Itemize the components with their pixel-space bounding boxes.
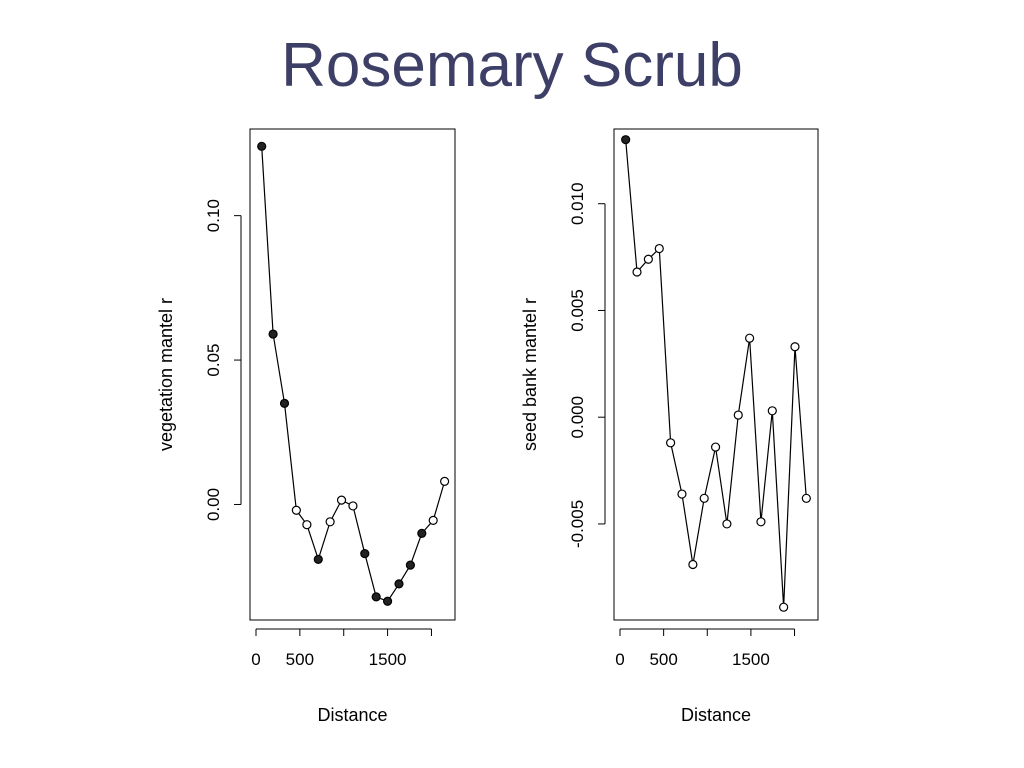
- y-tick-label: 0.10: [204, 199, 223, 232]
- plot-frame: [613, 128, 819, 621]
- data-point: [722, 519, 732, 529]
- data-point: [336, 495, 347, 505]
- data-point: [257, 141, 267, 151]
- data-point: [394, 579, 404, 589]
- data-point: [371, 592, 381, 602]
- data-point: [268, 329, 278, 339]
- data-point: [666, 438, 676, 448]
- y-tick-label: 0.005: [568, 289, 587, 332]
- data-point: [632, 267, 642, 277]
- data-point: [302, 520, 312, 530]
- data-point: [643, 254, 653, 264]
- y-tick-label: 0.010: [568, 182, 587, 225]
- data-point: [744, 333, 755, 343]
- data-point: [767, 406, 777, 416]
- data-point: [621, 135, 631, 145]
- data-point: [313, 554, 323, 564]
- data-point: [279, 398, 290, 408]
- x-tick-label: 500: [649, 650, 677, 669]
- x-axis-label: Distance: [317, 705, 387, 725]
- slide-title: Rosemary Scrub: [281, 31, 743, 100]
- data-point: [325, 517, 335, 527]
- seed-bank-chart-panel: Distance seed bank mantel r 0 500 1500 -0.0…: [520, 128, 819, 725]
- series-line: [625, 139, 807, 608]
- data-point: [428, 515, 438, 525]
- plot-frame: [249, 128, 456, 621]
- y-tick-label: 0.000: [568, 396, 587, 439]
- data-point: [405, 560, 415, 570]
- data-point: [382, 596, 393, 606]
- y-tick-label: -0.005: [568, 500, 587, 548]
- x-tick-label: 1500: [369, 650, 407, 669]
- data-point: [688, 559, 698, 570]
- data-point: [440, 476, 450, 486]
- y-tick-label: 0.05: [204, 344, 223, 377]
- y-tick-label: 0.00: [204, 488, 223, 521]
- x-axis-label: Distance: [681, 705, 751, 725]
- data-point: [756, 517, 766, 527]
- vegetation-chart-panel: Distance vegetation mantel r 0 500 1500 0.0…: [156, 128, 456, 725]
- data-point: [348, 501, 358, 511]
- data-point: [677, 489, 687, 499]
- data-point: [801, 493, 811, 503]
- x-tick-label: 0: [251, 650, 260, 669]
- data-point: [733, 410, 743, 420]
- data-point: [790, 342, 800, 352]
- y-axis-label: seed bank mantel r: [520, 298, 540, 451]
- x-tick-label: 0: [615, 650, 624, 669]
- x-tick-label: 1500: [732, 650, 770, 669]
- data-point: [360, 548, 370, 559]
- data-point: [779, 602, 789, 612]
- data-point: [699, 493, 709, 503]
- x-tick-label: 500: [286, 650, 314, 669]
- data-point: [417, 528, 427, 538]
- data-point: [654, 243, 664, 254]
- y-axis-label: vegetation mantel r: [156, 298, 176, 451]
- data-point: [710, 442, 721, 452]
- series-line: [261, 146, 446, 602]
- data-point: [291, 505, 301, 515]
